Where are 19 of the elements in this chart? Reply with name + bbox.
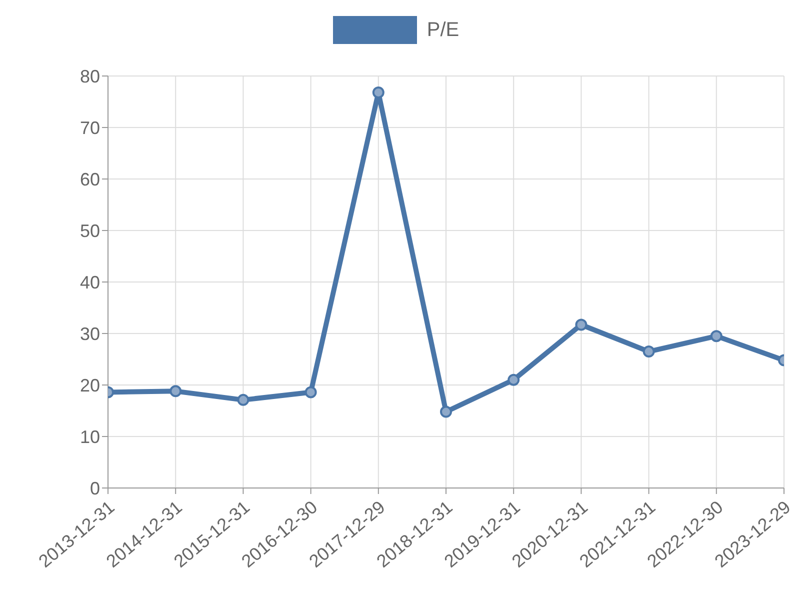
- y-tick-label: 20: [80, 375, 100, 396]
- y-tick-label: 60: [80, 169, 100, 190]
- point: [508, 374, 520, 386]
- legend-label: P/E: [426, 18, 460, 42]
- y-tick-label: 0: [90, 478, 100, 498]
- y-tick-label: 70: [80, 118, 100, 138]
- point: [372, 86, 384, 98]
- y-tick-label: 10: [80, 426, 100, 447]
- y-tick-label: 30: [80, 324, 100, 344]
- y-tick-label: 40: [80, 272, 100, 292]
- point: [237, 394, 250, 406]
- point: [304, 386, 317, 398]
- point: [170, 385, 182, 398]
- point: [710, 330, 722, 342]
- point: [642, 346, 655, 358]
- point: [575, 318, 588, 331]
- y-tick-label: 80: [80, 66, 100, 86]
- point: [440, 406, 452, 418]
- y-tick-label: 50: [80, 220, 100, 241]
